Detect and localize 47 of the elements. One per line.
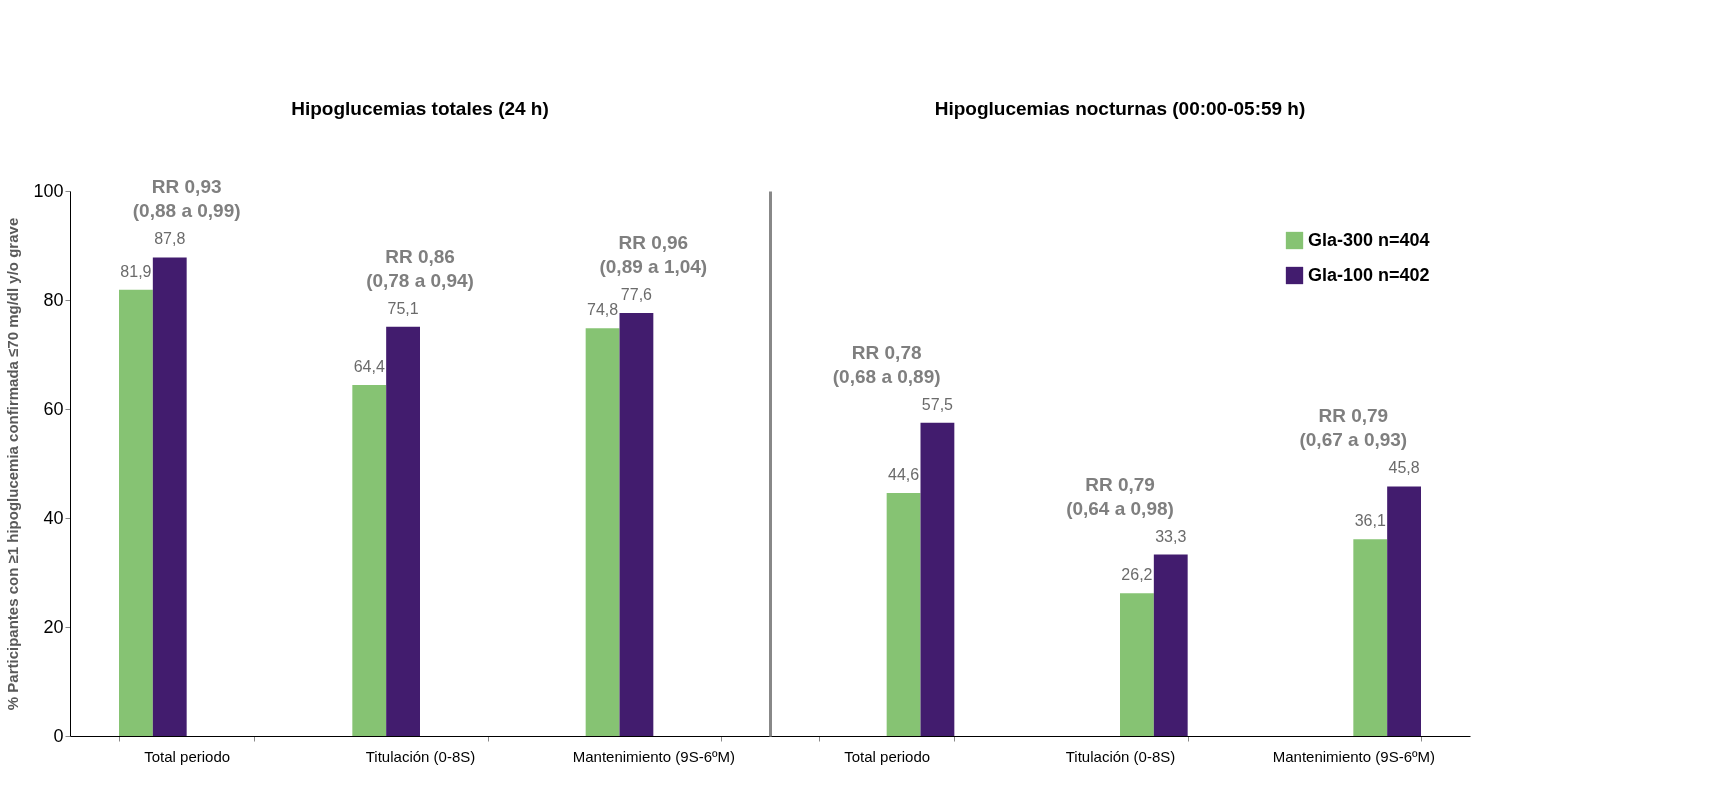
x-tick-label: Total periodo — [144, 747, 231, 765]
data-label: 74,8 — [587, 301, 619, 319]
y-tick-label: 40 — [43, 507, 64, 528]
bar — [119, 289, 153, 736]
annotation: RR 0,86 (0,78 a 0,94) — [366, 245, 474, 291]
bar — [619, 313, 654, 736]
bar — [1120, 593, 1154, 736]
data-label: 36,1 — [1354, 512, 1386, 530]
data-label: 75,1 — [387, 299, 419, 317]
legend-label: Gla-100 n=402 — [1308, 264, 1430, 285]
chart-title: Hipoglucemias nocturnas (00:00-05:59 h) — [934, 98, 1306, 119]
annotation: RR 0,79 (0,64 a 0,98) — [1066, 473, 1174, 519]
bar — [1153, 554, 1188, 736]
annotation: RR 0,93 (0,88 a 0,99) — [132, 176, 241, 222]
data-label: 45,8 — [1388, 459, 1420, 477]
bar — [1353, 539, 1388, 736]
x-tick-label: Mantenimiento (9S-6ºM) — [1272, 747, 1435, 765]
x-tick-label: Titulación (0-8S) — [365, 747, 476, 765]
bar — [352, 385, 387, 736]
x-tick-label: Mantenimiento (9S-6ºM) — [572, 747, 735, 765]
bar — [585, 328, 620, 736]
bar — [1387, 486, 1421, 736]
data-label: 26,2 — [1121, 566, 1153, 584]
data-label: 33,3 — [1155, 527, 1187, 545]
data-label: 77,6 — [620, 286, 653, 304]
data-label: 64,4 — [353, 358, 385, 376]
annotation: RR 0,79 (0,67 a 0,93) — [1299, 405, 1408, 451]
chart-title: Hipoglucemias totales (24 h) — [291, 98, 549, 119]
legend-label: Gla-300 n=404 — [1308, 229, 1430, 250]
data-label: 57,5 — [921, 395, 954, 413]
x-tick-label: Total periodo — [844, 747, 931, 765]
bar — [152, 257, 187, 736]
data-label: 81,9 — [120, 262, 152, 280]
y-tick-label: 0 — [53, 725, 64, 746]
annotation: RR 0,78 (0,68 a 0,89) — [832, 341, 941, 387]
y-tick-label: 60 — [43, 398, 64, 419]
y-tick-label: 20 — [43, 616, 64, 637]
y-tick-label: 100 — [33, 180, 64, 201]
bar — [920, 422, 955, 736]
bar — [886, 492, 921, 736]
y-tick-label: 80 — [43, 289, 64, 310]
data-label: 87,8 — [154, 230, 186, 248]
data-label: 44,6 — [888, 465, 920, 483]
x-tick-label: Titulación (0-8S) — [1065, 747, 1176, 765]
annotation: RR 0,96 (0,89 a 1,04) — [599, 232, 708, 278]
y-axis-title: % Participantes con ≥1 hipoglucemia confirmada ≤70 mg/dl y/o grave — [4, 217, 22, 711]
bar — [386, 326, 420, 736]
